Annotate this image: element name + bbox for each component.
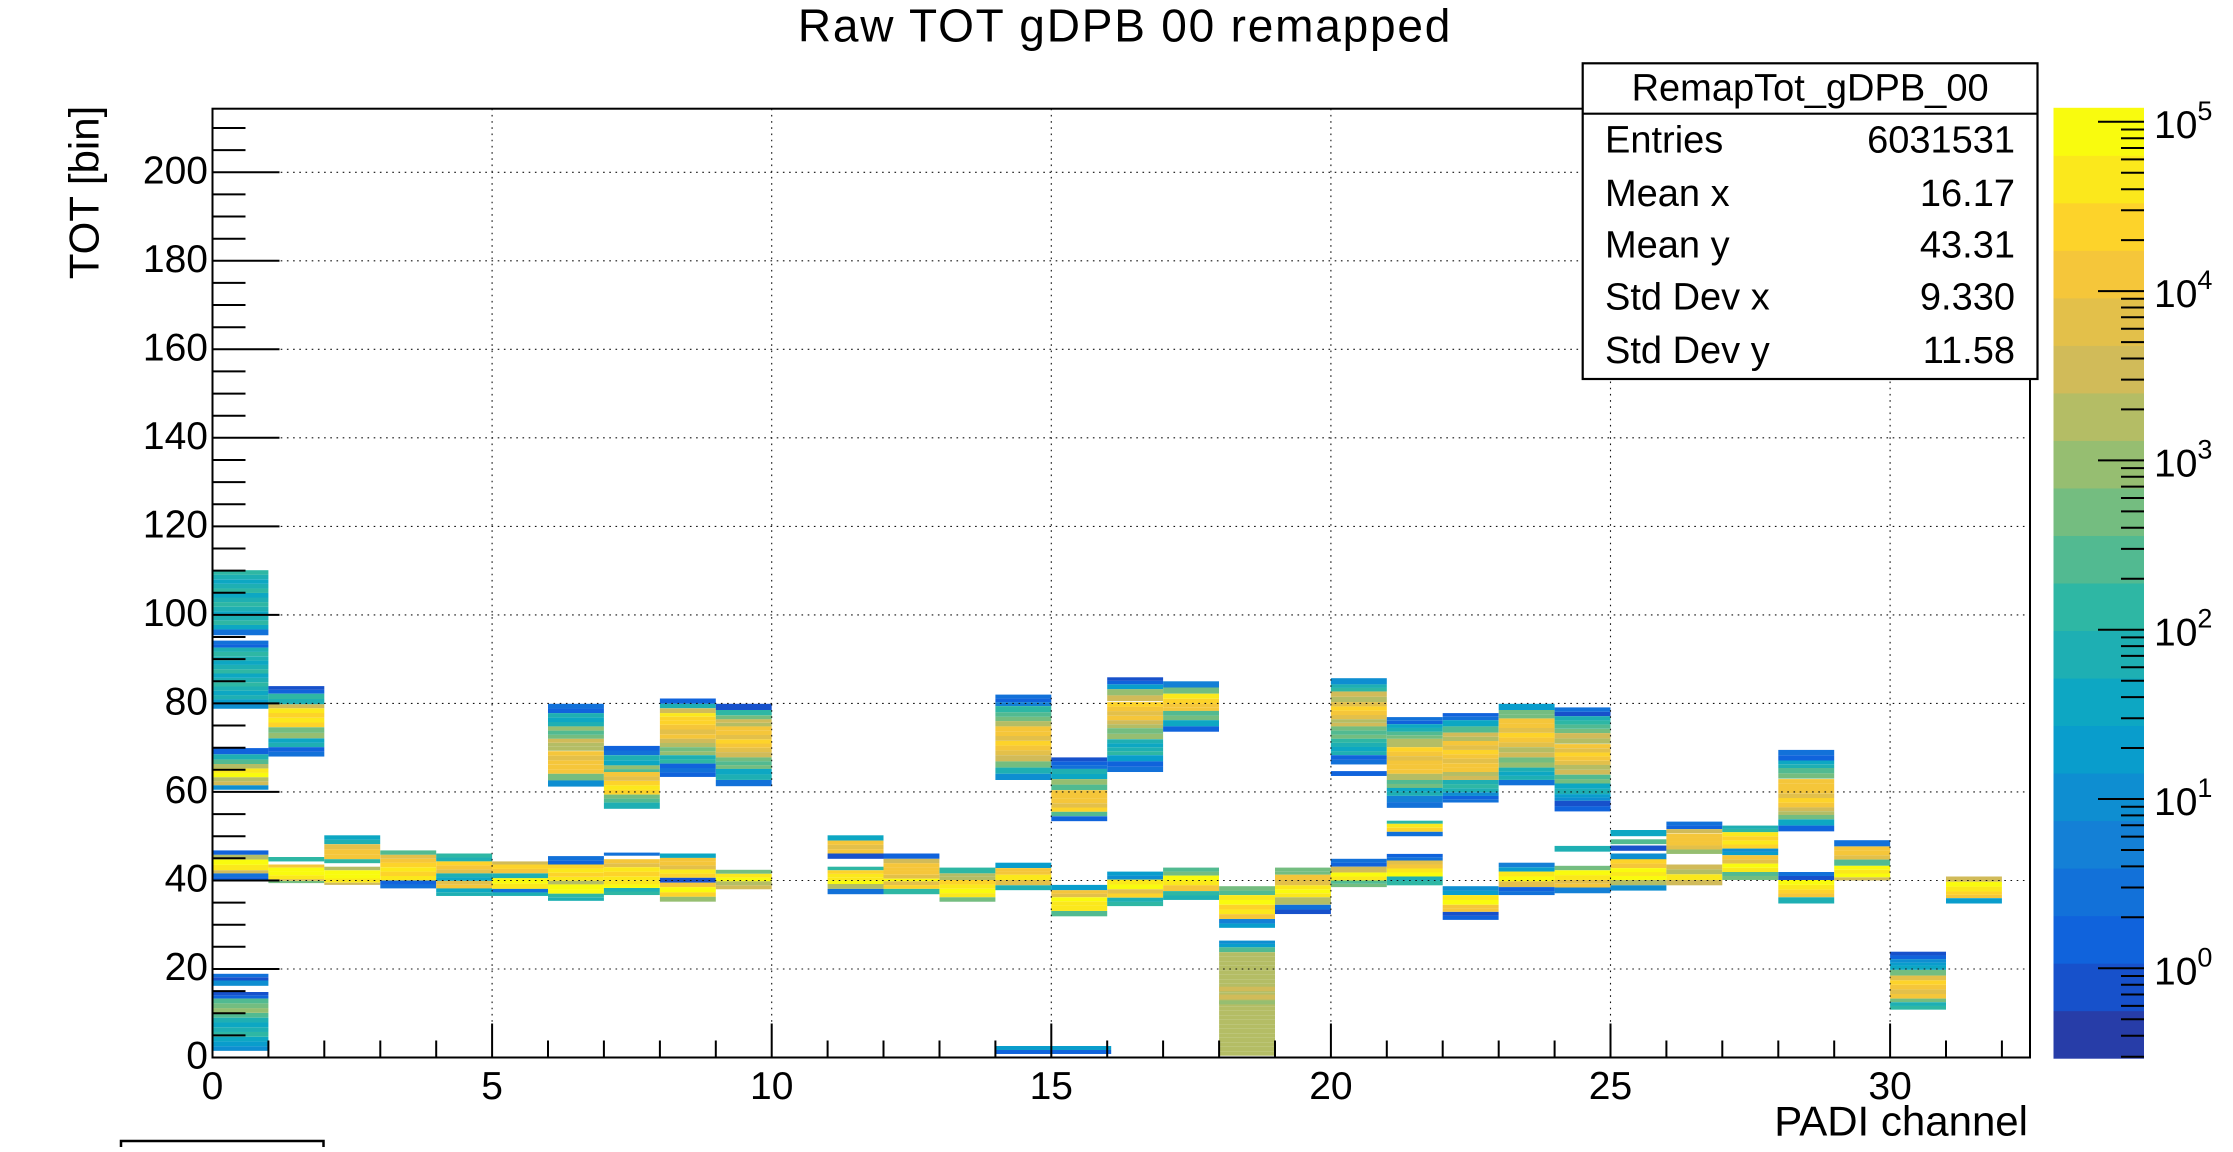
svg-text:20: 20 <box>165 946 208 989</box>
svg-text:43.31: 43.31 <box>1920 225 2015 267</box>
svg-text:120: 120 <box>143 503 208 546</box>
svg-text:200: 200 <box>143 149 208 192</box>
svg-text:15: 15 <box>1030 1065 1073 1108</box>
svg-text:5: 5 <box>481 1065 503 1108</box>
svg-text:16.17: 16.17 <box>1920 173 2015 215</box>
svg-text:30: 30 <box>1868 1065 1911 1108</box>
svg-text:Entries: Entries <box>1605 120 1723 162</box>
svg-text:105: 105 <box>2154 96 2212 147</box>
svg-text:160: 160 <box>143 326 208 369</box>
svg-text:Mean x: Mean x <box>1605 173 1730 215</box>
svg-text:40: 40 <box>165 858 208 901</box>
svg-text:Mean y: Mean y <box>1605 225 1730 267</box>
svg-text:9.330: 9.330 <box>1920 277 2015 319</box>
svg-text:25: 25 <box>1589 1065 1632 1108</box>
svg-text:60: 60 <box>165 769 208 812</box>
svg-text:TOT [bin]: TOT [bin] <box>61 106 108 280</box>
svg-text:180: 180 <box>143 238 208 281</box>
svg-text:PADI channel: PADI channel <box>1774 1098 2028 1145</box>
svg-text:Std Dev y: Std Dev y <box>1605 330 1770 372</box>
svg-text:20: 20 <box>1309 1065 1352 1108</box>
svg-text:0: 0 <box>186 1035 208 1078</box>
svg-text:0: 0 <box>202 1065 224 1108</box>
svg-text:RemapTot_gDPB_00: RemapTot_gDPB_00 <box>1632 68 1989 110</box>
svg-text:80: 80 <box>165 680 208 723</box>
svg-text:6031531: 6031531 <box>1867 120 2015 162</box>
svg-text:Raw TOT gDPB 00 remapped: Raw TOT gDPB 00 remapped <box>798 0 1452 52</box>
svg-text:140: 140 <box>143 415 208 458</box>
svg-text:Std Dev x: Std Dev x <box>1605 277 1770 319</box>
svg-text:10: 10 <box>750 1065 793 1108</box>
svg-text:100: 100 <box>143 592 208 635</box>
svg-text:11.58: 11.58 <box>1923 330 2015 372</box>
svg-text:104: 104 <box>2154 265 2212 316</box>
